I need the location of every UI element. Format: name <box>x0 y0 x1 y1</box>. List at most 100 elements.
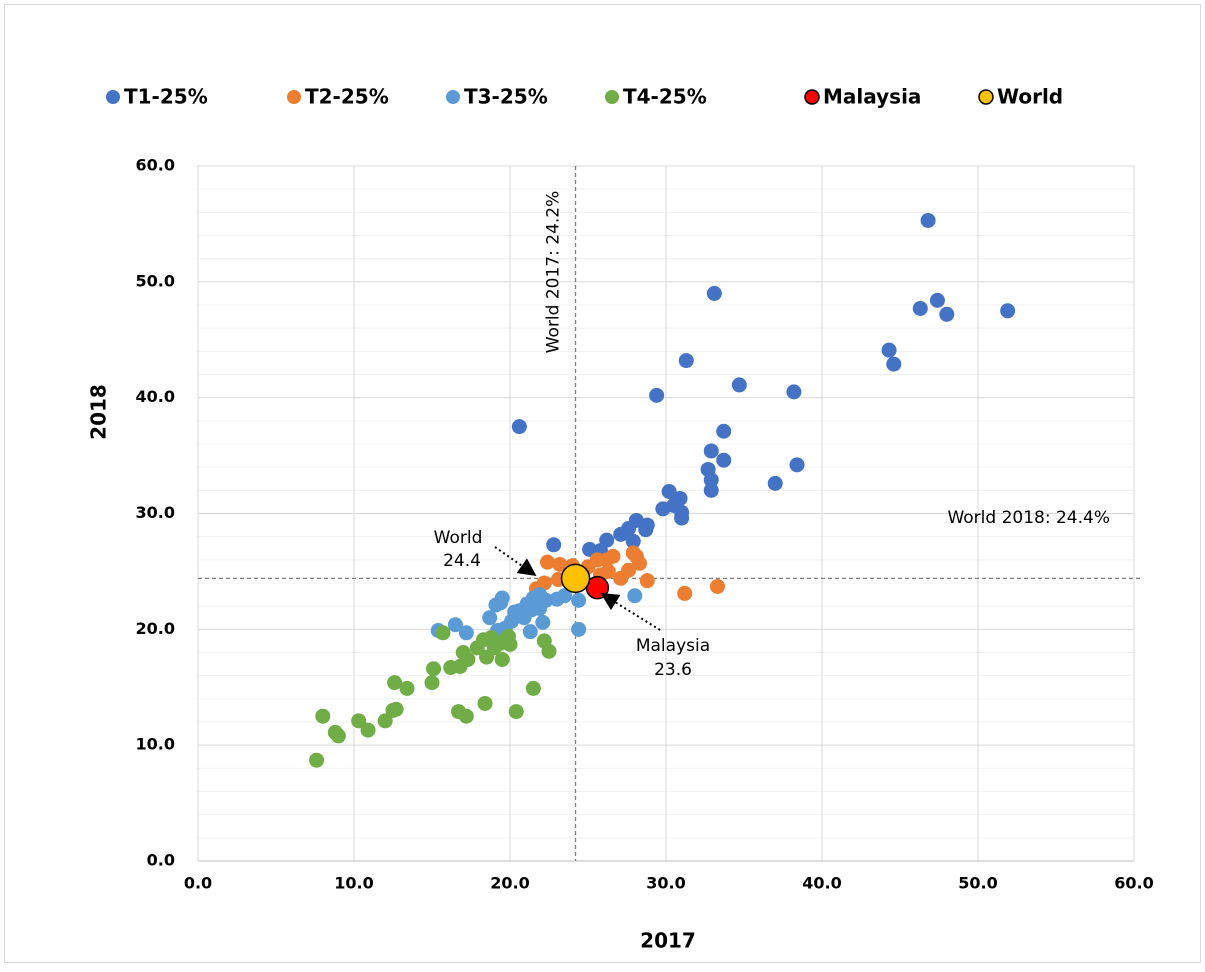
point <box>494 590 510 606</box>
malaysia-arrow <box>600 593 661 631</box>
x-tick-label: 30.0 <box>646 874 685 893</box>
point <box>477 695 493 711</box>
point <box>377 713 393 729</box>
point <box>631 555 647 571</box>
point <box>435 625 451 641</box>
point <box>539 554 555 570</box>
point <box>460 651 476 667</box>
point <box>387 675 403 691</box>
world-annotation: World <box>434 528 483 548</box>
point <box>309 752 325 768</box>
point <box>703 482 719 498</box>
x-tick-label: 20.0 <box>490 874 529 893</box>
point <box>886 356 902 372</box>
x-tick-label: 10.0 <box>334 874 373 893</box>
reference-label-x: World 2017: 24.2% <box>544 191 564 354</box>
point <box>716 423 732 439</box>
point <box>351 713 367 729</box>
point <box>709 578 725 594</box>
legend-label: T3-25% <box>464 85 548 109</box>
legend-marker <box>978 89 994 105</box>
x-tick-label: 0.0 <box>184 874 212 893</box>
point <box>639 573 655 589</box>
y-tick-label: 10.0 <box>136 735 175 754</box>
y-tick-label: 30.0 <box>136 503 175 522</box>
point <box>560 563 591 594</box>
point <box>458 708 474 724</box>
point <box>625 533 641 549</box>
point <box>703 443 719 459</box>
point <box>549 591 565 607</box>
point <box>388 701 404 717</box>
world-arrow <box>494 546 537 577</box>
point <box>703 472 719 488</box>
point <box>912 300 928 316</box>
legend-marker <box>804 89 820 105</box>
point <box>482 610 498 626</box>
point <box>525 680 541 696</box>
point <box>716 452 732 468</box>
malaysia-annotation: 23.6 <box>654 660 692 680</box>
x-tick-label: 60.0 <box>1114 874 1153 893</box>
legend: T1-25% T2-25% T3-25% T4-25% Malaysia World <box>106 85 1063 109</box>
point <box>920 212 936 228</box>
y-tick-label: 50.0 <box>136 271 175 290</box>
point <box>522 624 538 640</box>
legend-marker <box>446 90 460 104</box>
point <box>399 680 415 696</box>
world-annotation: 24.4 <box>443 551 481 571</box>
point <box>571 592 587 608</box>
reference-lines: World 2017: 24.2% World 2018: 24.4% <box>198 166 1142 861</box>
point <box>315 708 331 724</box>
malaysia-annotation: Malaysia <box>636 636 710 656</box>
point <box>330 728 346 744</box>
x-tick-label: 40.0 <box>802 874 841 893</box>
point <box>789 457 805 473</box>
point <box>483 629 499 645</box>
point <box>426 661 442 677</box>
x-tick-label: 50.0 <box>958 874 997 893</box>
legend-label: Malaysia <box>823 85 921 109</box>
point <box>605 548 621 564</box>
legend-marker <box>605 90 619 104</box>
legend-marker <box>287 90 301 104</box>
point <box>929 292 945 308</box>
point <box>881 342 897 358</box>
point <box>541 643 557 659</box>
point <box>767 475 783 491</box>
point <box>516 610 532 626</box>
point <box>571 621 587 637</box>
reference-label-y: World 2018: 24.4% <box>947 508 1110 528</box>
point <box>638 522 654 538</box>
y-tick-label: 40.0 <box>136 387 175 406</box>
point <box>535 614 551 630</box>
legend-label: T1-25% <box>124 85 208 109</box>
point <box>552 556 568 572</box>
point <box>674 510 690 526</box>
point <box>424 675 440 691</box>
point <box>582 541 598 557</box>
point <box>655 501 671 517</box>
y-tick-label: 0.0 <box>147 851 175 870</box>
point <box>627 588 643 604</box>
point <box>360 722 376 738</box>
point <box>511 419 527 435</box>
point <box>678 353 694 369</box>
point <box>600 563 616 579</box>
point <box>706 285 722 301</box>
point <box>447 617 463 633</box>
point <box>613 526 629 542</box>
legend-marker <box>106 90 120 104</box>
point <box>613 570 629 586</box>
y-axis-title: 2018 <box>87 384 111 440</box>
point <box>939 306 955 322</box>
x-axis-title: 2017 <box>640 929 696 953</box>
legend-label: T2-25% <box>305 85 389 109</box>
legend-label: T4-25% <box>623 85 707 109</box>
point <box>677 585 693 601</box>
legend-label: World <box>997 85 1063 109</box>
point <box>458 625 474 641</box>
points <box>309 212 1016 768</box>
